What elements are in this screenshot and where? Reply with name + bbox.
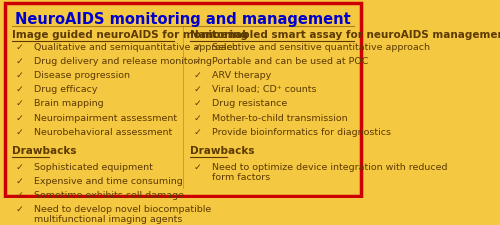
Text: Portable and can be used at POC: Portable and can be used at POC bbox=[212, 57, 368, 66]
Text: ✓: ✓ bbox=[16, 99, 24, 108]
Text: Sometime exhibits cell damage: Sometime exhibits cell damage bbox=[34, 191, 184, 200]
Text: Neurobehavioral assessment: Neurobehavioral assessment bbox=[34, 128, 172, 137]
Text: ✓: ✓ bbox=[194, 128, 202, 137]
Text: Selective and sensitive quantitative approach: Selective and sensitive quantitative app… bbox=[212, 43, 430, 52]
Text: ✓: ✓ bbox=[16, 177, 24, 186]
Text: Drug resistance: Drug resistance bbox=[212, 99, 288, 108]
Text: NeuroAIDS monitoring and management: NeuroAIDS monitoring and management bbox=[15, 12, 351, 27]
Text: Nanoenabled smart assay for neuroAIDS management: Nanoenabled smart assay for neuroAIDS ma… bbox=[190, 30, 500, 40]
Text: Need to optimize device integration with reduced
form factors: Need to optimize device integration with… bbox=[212, 162, 448, 182]
Text: Disease progression: Disease progression bbox=[34, 71, 130, 80]
Text: Qualitative and semiquantitative approach: Qualitative and semiquantitative approac… bbox=[34, 43, 238, 52]
Text: ✓: ✓ bbox=[194, 71, 202, 80]
Text: Sophisticated equipment: Sophisticated equipment bbox=[34, 162, 153, 171]
Text: Drawbacks: Drawbacks bbox=[12, 146, 77, 156]
Text: Need to develop novel biocompatible
multifunctional imaging agents: Need to develop novel biocompatible mult… bbox=[34, 205, 212, 224]
FancyBboxPatch shape bbox=[5, 3, 361, 196]
Text: ✓: ✓ bbox=[16, 57, 24, 66]
Text: ✓: ✓ bbox=[16, 114, 24, 123]
Text: Neuroimpairment assessment: Neuroimpairment assessment bbox=[34, 114, 177, 123]
Text: Drug delivery and release monitoring: Drug delivery and release monitoring bbox=[34, 57, 212, 66]
Text: Image guided neuroAIDS for monitoring: Image guided neuroAIDS for monitoring bbox=[12, 30, 248, 40]
Text: ✓: ✓ bbox=[16, 43, 24, 52]
Text: ✓: ✓ bbox=[194, 43, 202, 52]
Text: Viral load; CD⁺ counts: Viral load; CD⁺ counts bbox=[212, 85, 316, 94]
Text: ✓: ✓ bbox=[16, 85, 24, 94]
Text: ✓: ✓ bbox=[16, 191, 24, 200]
Text: ✓: ✓ bbox=[194, 114, 202, 123]
Text: ✓: ✓ bbox=[16, 162, 24, 171]
Text: Brain mapping: Brain mapping bbox=[34, 99, 103, 108]
Text: Mother-to-child transmission: Mother-to-child transmission bbox=[212, 114, 348, 123]
Text: ✓: ✓ bbox=[194, 85, 202, 94]
Text: ✓: ✓ bbox=[16, 71, 24, 80]
Text: Drug efficacy: Drug efficacy bbox=[34, 85, 98, 94]
Text: ✓: ✓ bbox=[194, 99, 202, 108]
Text: ✓: ✓ bbox=[194, 57, 202, 66]
Text: Drawbacks: Drawbacks bbox=[190, 146, 255, 156]
Text: ARV therapy: ARV therapy bbox=[212, 71, 272, 80]
Text: Provide bioinformatics for diagnostics: Provide bioinformatics for diagnostics bbox=[212, 128, 391, 137]
Text: ✓: ✓ bbox=[16, 128, 24, 137]
Text: Expensive and time consuming: Expensive and time consuming bbox=[34, 177, 183, 186]
Text: ✓: ✓ bbox=[16, 205, 24, 214]
Text: ✓: ✓ bbox=[194, 162, 202, 171]
